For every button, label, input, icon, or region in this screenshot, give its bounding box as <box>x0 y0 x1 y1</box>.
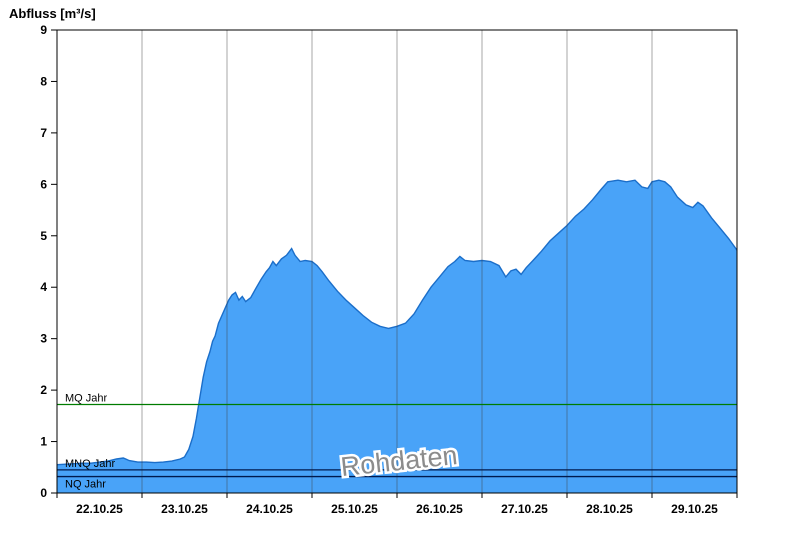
y-tick-label: 3 <box>40 332 47 346</box>
x-date-label: 22.10.25 <box>76 502 123 516</box>
x-date-label: 27.10.25 <box>501 502 548 516</box>
y-tick-label: 2 <box>40 383 47 397</box>
y-tick-label: 5 <box>40 229 47 243</box>
ref-line-label-nq-jahr: NQ Jahr <box>65 479 106 491</box>
y-tick-label: 9 <box>40 23 47 37</box>
chart-title: Abfluss [m³/s] <box>9 6 96 21</box>
discharge-line <box>56 179 738 466</box>
y-tick-label: 6 <box>40 177 47 191</box>
ref-line-label-mnq-jahr: MNQ Jahr <box>65 458 115 470</box>
x-date-label: 25.10.25 <box>331 502 378 516</box>
y-tick-label: 8 <box>40 74 47 88</box>
y-tick-label: 1 <box>40 435 47 449</box>
discharge-area <box>57 180 737 493</box>
ref-line-label-mq-jahr: MQ Jahr <box>65 393 108 405</box>
x-date-label: 28.10.25 <box>586 502 633 516</box>
y-tick-label: 4 <box>40 280 47 294</box>
plot-border <box>56 29 738 494</box>
x-date-label: 26.10.25 <box>416 502 463 516</box>
x-date-label: 24.10.25 <box>246 502 293 516</box>
x-date-label: 29.10.25 <box>671 502 718 516</box>
y-tick-label: 0 <box>40 486 47 500</box>
y-tick-label: 7 <box>40 126 47 140</box>
x-date-label: 23.10.25 <box>161 502 208 516</box>
